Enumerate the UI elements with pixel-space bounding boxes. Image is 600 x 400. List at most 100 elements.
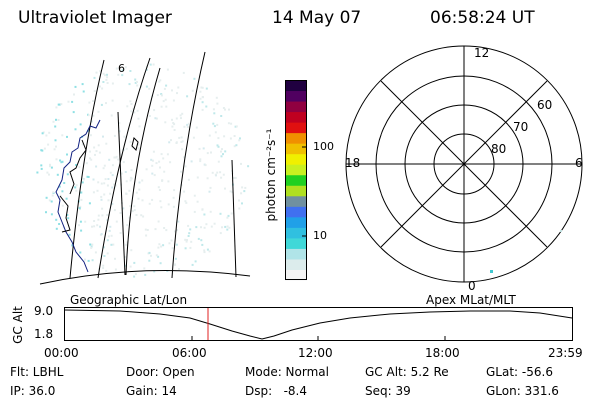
speckle-pixel bbox=[129, 140, 132, 143]
x-tick-label-1200: 12:00 bbox=[298, 346, 333, 360]
status-door: Door: Open bbox=[126, 365, 195, 379]
speckle-pixel bbox=[60, 161, 63, 164]
speckle-pixel bbox=[224, 150, 227, 153]
status-glon: GLon: 331.6 bbox=[486, 384, 559, 398]
speckle-pixel bbox=[205, 105, 208, 108]
speckle-pixel bbox=[219, 171, 222, 174]
speckle-pixel bbox=[78, 207, 81, 210]
speckle-pixel bbox=[196, 200, 199, 203]
speckle-pixel bbox=[217, 145, 220, 148]
speckle-pixel bbox=[100, 233, 103, 236]
speckle-pixel bbox=[61, 134, 64, 137]
speckle-pixel bbox=[188, 232, 191, 235]
map-parallel bbox=[39, 270, 251, 285]
speckle-pixel bbox=[134, 273, 137, 276]
speckle-pixel bbox=[133, 111, 136, 114]
speckle-pixel bbox=[193, 210, 196, 213]
speckle-pixel bbox=[247, 165, 250, 168]
speckle-pixel bbox=[183, 125, 186, 128]
speckle-pixel bbox=[162, 100, 165, 103]
speckle-pixel bbox=[140, 214, 143, 217]
speckle-pixel bbox=[231, 191, 234, 194]
speckle-pixel bbox=[167, 203, 170, 206]
speckle-pixel bbox=[164, 121, 167, 124]
speckle-pixel bbox=[197, 237, 200, 240]
speckle-pixel bbox=[209, 210, 212, 213]
speckle-pixel bbox=[160, 206, 163, 209]
speckle-pixel bbox=[205, 87, 208, 90]
speckle-pixel bbox=[175, 141, 178, 144]
speckle-pixel bbox=[58, 223, 61, 225]
speckle-pixel bbox=[101, 87, 104, 90]
speckle-pixel bbox=[93, 76, 96, 79]
speckle-pixel bbox=[80, 191, 83, 194]
speckle-pixel bbox=[110, 114, 113, 117]
speckle-pixel bbox=[198, 147, 201, 150]
speckle-pixel bbox=[105, 78, 108, 81]
speckle-pixel bbox=[67, 100, 70, 103]
speckle-pixel bbox=[128, 216, 131, 219]
speckle-pixel bbox=[82, 90, 85, 93]
speckle-pixel bbox=[135, 191, 138, 194]
speckle-pixel bbox=[92, 114, 95, 117]
speckle-pixel bbox=[216, 102, 219, 105]
colorbar-segment bbox=[285, 122, 307, 134]
speckle-pixel bbox=[121, 69, 124, 72]
speckle-pixel bbox=[217, 160, 220, 163]
speckle-pixel bbox=[100, 198, 103, 201]
speckle-pixel bbox=[160, 93, 163, 95]
speckle-pixel bbox=[55, 106, 58, 109]
speckle-pixel bbox=[96, 224, 99, 227]
speckle-pixel bbox=[213, 222, 216, 225]
speckle-pixel bbox=[96, 189, 99, 192]
speckle-pixel bbox=[157, 255, 160, 258]
speckle-pixel bbox=[75, 164, 77, 166]
speckle-pixel bbox=[195, 126, 198, 129]
speckle-pixel bbox=[165, 229, 168, 232]
speckle-pixel bbox=[122, 207, 125, 210]
speckle-pixel bbox=[124, 264, 127, 267]
speckle-pixel bbox=[124, 171, 127, 173]
speckle-pixel bbox=[180, 170, 182, 173]
speckle-pixel bbox=[111, 174, 114, 177]
map-coastline bbox=[69, 139, 87, 195]
speckle-pixel bbox=[94, 251, 97, 254]
speckle-pixel bbox=[54, 125, 57, 128]
speckle-pixel bbox=[91, 259, 94, 262]
speckle-pixel bbox=[203, 251, 206, 254]
speckle-pixel bbox=[171, 125, 174, 128]
speckle-pixel bbox=[162, 244, 165, 247]
speckle-pixel bbox=[93, 220, 96, 222]
speckle-pixel bbox=[235, 144, 238, 147]
speckle-pixel bbox=[106, 239, 109, 242]
speckle-pixel bbox=[229, 137, 232, 140]
speckle-pixel bbox=[229, 190, 232, 193]
speckle-pixel bbox=[203, 213, 206, 216]
speckle-pixel bbox=[59, 159, 62, 162]
speckle-pixel bbox=[174, 257, 177, 260]
speckle-pixel bbox=[166, 68, 169, 71]
speckle-pixel bbox=[126, 105, 129, 108]
speckle-pixel bbox=[144, 228, 147, 231]
speckle-pixel bbox=[61, 190, 64, 193]
status-gain: Gain: 14 bbox=[126, 384, 177, 398]
speckle-pixel bbox=[180, 117, 182, 120]
speckle-pixel bbox=[109, 192, 112, 195]
speckle-pixel bbox=[155, 117, 158, 120]
speckle-pixel bbox=[172, 205, 175, 208]
speckle-pixel bbox=[199, 97, 202, 100]
speckle-pixel bbox=[232, 177, 235, 179]
speckle-pixel bbox=[110, 243, 113, 246]
speckle-pixel bbox=[123, 135, 126, 138]
speckle-pixel bbox=[168, 141, 171, 144]
speckle-pixel bbox=[61, 204, 64, 207]
speckle-pixel bbox=[234, 176, 237, 179]
speckle-pixel bbox=[117, 158, 120, 161]
colorbar-segment bbox=[285, 258, 307, 270]
speckle-pixel bbox=[100, 182, 103, 185]
speckle-pixel bbox=[214, 173, 217, 176]
speckle-pixel bbox=[107, 178, 110, 180]
speckle-pixel bbox=[220, 155, 223, 158]
mlat-label-80: 80 bbox=[491, 142, 507, 156]
speckle-pixel bbox=[103, 255, 106, 257]
